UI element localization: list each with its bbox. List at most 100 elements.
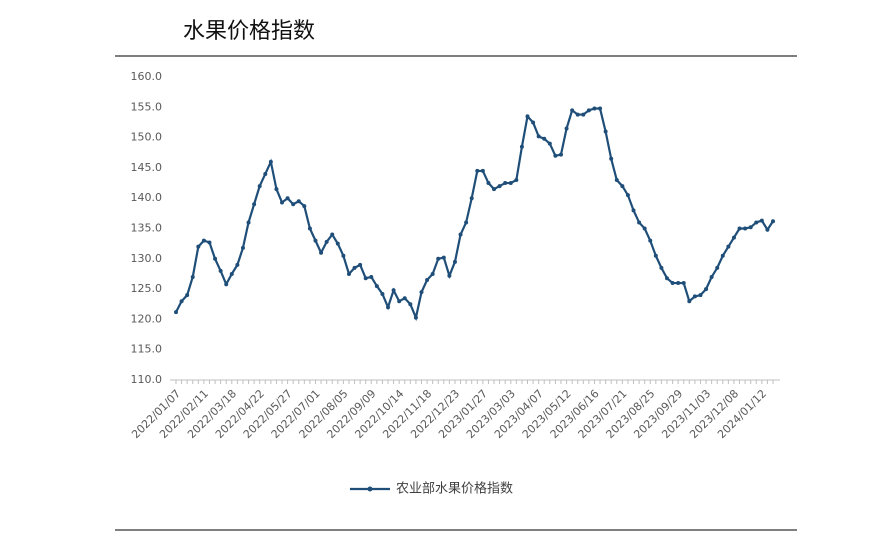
point [441,255,446,260]
point [452,259,457,264]
point [581,112,586,117]
point [609,156,614,161]
point [346,271,351,276]
point [447,273,452,278]
point [536,134,541,139]
point [402,296,407,301]
point [704,287,709,292]
legend-label: 农业部水果价格指数 [396,481,513,497]
point [681,281,686,286]
point [419,290,424,295]
point [503,181,508,186]
point [274,187,279,192]
point [302,204,307,209]
point [653,253,658,258]
point [280,200,285,205]
y-tick-label: 115.0 [131,343,163,356]
point [508,181,513,186]
point [553,153,558,158]
point [458,232,463,237]
y-tick-label: 125.0 [131,282,163,295]
point [313,238,318,243]
point [386,305,391,310]
point [240,245,245,250]
point [586,108,591,113]
point [759,218,764,223]
point [676,281,681,286]
point [575,112,580,117]
point [670,281,675,286]
point [748,225,753,230]
point [363,276,368,281]
y-tick-label: 135.0 [131,222,163,235]
point [720,253,725,258]
point [664,276,669,281]
point [358,262,363,267]
point [598,106,603,111]
point [190,274,195,279]
point [196,244,201,249]
point [625,193,630,198]
point [352,265,357,270]
y-tick-label: 120.0 [131,312,163,325]
point [743,226,748,231]
point [687,299,692,304]
point [603,129,608,134]
point [564,126,569,131]
point [519,144,524,149]
point [648,238,653,243]
point [408,302,413,307]
point [558,152,563,157]
point [731,235,736,240]
point [335,241,340,246]
point [224,282,229,287]
point [659,265,664,270]
y-tick-label: 130.0 [131,252,163,265]
point [397,299,402,304]
point [531,120,536,125]
point [592,106,597,111]
point [436,256,441,261]
point [475,168,480,173]
point [201,238,206,243]
point [631,208,636,213]
point [319,250,324,255]
chart-title: 水果价格指数 [183,19,315,44]
point [754,220,759,225]
point [380,291,385,296]
point [480,168,485,173]
y-tick-label: 150.0 [131,131,163,144]
point [263,171,268,176]
point [374,284,379,289]
point [698,293,703,298]
y-tick-label: 155.0 [131,100,163,113]
point [497,184,502,189]
point [692,294,697,299]
legend-marker [367,486,373,492]
point [464,220,469,225]
point [492,187,497,192]
point [229,271,234,276]
point [715,265,720,270]
point [391,288,396,293]
point [185,293,190,298]
point [252,202,257,207]
point [413,315,418,320]
point [525,114,530,119]
point [246,220,251,225]
point [547,141,552,146]
point [486,181,491,186]
point [179,299,184,304]
point [542,136,547,141]
point [291,202,296,207]
y-tick-label: 145.0 [131,161,163,174]
point [737,226,742,231]
y-tick-label: 110.0 [131,373,163,386]
point [620,184,625,189]
point [285,196,290,201]
point [726,244,731,249]
point [307,226,312,231]
point [268,159,273,164]
point [425,278,430,283]
